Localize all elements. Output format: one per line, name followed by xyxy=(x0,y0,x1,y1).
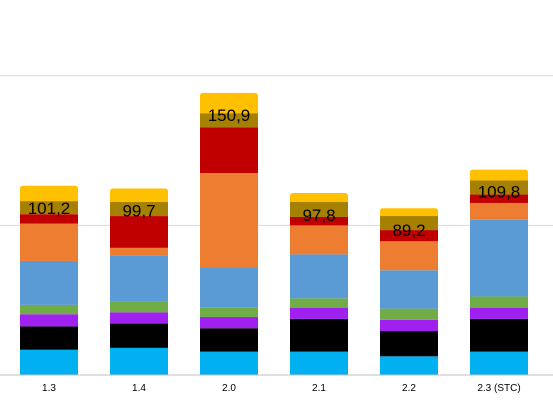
bar-segment-1-6 xyxy=(110,216,168,248)
bar-segment-4-0 xyxy=(380,356,438,375)
bar-stack-0 xyxy=(20,185,78,375)
x-tick-label-4: 2.2 xyxy=(402,383,416,394)
bar-segment-5-3 xyxy=(470,296,528,308)
bar-segment-3-3 xyxy=(290,298,348,308)
bar-segment-5-5 xyxy=(470,202,528,220)
bar-segment-2-5 xyxy=(200,173,258,268)
bar-segment-5-6 xyxy=(470,194,528,203)
x-tick-label-2: 2.0 xyxy=(222,383,236,394)
total-label-4: 89,2 xyxy=(392,221,425,240)
bar-segment-2-6 xyxy=(200,127,258,174)
bar-segment-2-2 xyxy=(200,317,258,329)
x-axis-tick-labels: 1.3 1.4 2.0 2.1 2.2 2.3 (STC) xyxy=(42,383,521,394)
bar-segment-1-4 xyxy=(110,255,168,302)
bar-segment-4-3 xyxy=(380,308,438,320)
bar-segment-4-6 xyxy=(380,230,438,242)
bar-segment-4-8 xyxy=(380,208,438,217)
bar-segment-5-1 xyxy=(470,318,528,352)
bar-segment-5-4 xyxy=(470,219,528,297)
bar-segment-3-5 xyxy=(290,225,348,255)
bar-segment-0-2 xyxy=(20,314,78,327)
bar-segment-1-3 xyxy=(110,301,168,313)
bar-segment-3-6 xyxy=(290,216,348,226)
bar-stack-4 xyxy=(380,208,438,375)
bar-segment-2-3 xyxy=(200,307,258,318)
bar-segment-3-4 xyxy=(290,254,348,299)
bar-segment-1-7 xyxy=(110,202,168,217)
x-tick-label-5: 2.3 (STC) xyxy=(477,383,520,394)
bar-segment-4-2 xyxy=(380,319,438,332)
total-labels: 101,2 99,7 150,9 97,8 89,2 109,8 xyxy=(28,106,521,240)
bar-segment-2-7 xyxy=(200,113,258,128)
bar-segment-5-8 xyxy=(470,169,528,181)
total-label-5: 109,8 xyxy=(478,183,521,202)
x-tick-label-1: 1.4 xyxy=(132,383,146,394)
bar-segment-2-1 xyxy=(200,328,258,352)
bar-segment-3-0 xyxy=(290,351,348,375)
bar-segment-5-0 xyxy=(470,351,528,375)
total-label-2: 150,9 xyxy=(208,106,251,125)
total-label-3: 97,8 xyxy=(302,206,335,225)
bar-stack-3 xyxy=(290,193,348,375)
bar-segment-2-4 xyxy=(200,267,258,308)
bar-segment-0-8 xyxy=(20,185,78,202)
bar-segment-0-7 xyxy=(20,201,78,215)
bar-segment-0-3 xyxy=(20,304,78,315)
bar-segment-1-1 xyxy=(110,323,168,348)
gridlines xyxy=(0,75,553,226)
bar-segment-0-0 xyxy=(20,349,78,375)
total-label-0: 101,2 xyxy=(28,199,71,218)
bar-stacks xyxy=(20,92,528,375)
bar-segment-0-5 xyxy=(20,223,78,261)
bar-segment-4-1 xyxy=(380,331,438,357)
bar-segment-3-8 xyxy=(290,193,348,203)
bar-segment-0-1 xyxy=(20,326,78,350)
bar-stack-5 xyxy=(470,169,528,375)
bar-segment-0-4 xyxy=(20,260,78,305)
bar-segment-5-7 xyxy=(470,180,528,195)
bar-segment-4-5 xyxy=(380,241,438,271)
bar-stack-1 xyxy=(110,188,168,375)
x-tick-label-0: 1.3 xyxy=(42,383,56,394)
bar-segment-1-5 xyxy=(110,247,168,256)
bar-segment-3-2 xyxy=(290,307,348,319)
x-tick-label-3: 2.1 xyxy=(312,383,326,394)
total-label-1: 99,7 xyxy=(122,202,155,221)
bar-segment-4-4 xyxy=(380,270,438,309)
bar-segment-2-0 xyxy=(200,351,258,375)
bar-segment-1-0 xyxy=(110,347,168,375)
bar-stack-2 xyxy=(200,92,258,375)
bar-segment-3-7 xyxy=(290,202,348,217)
bar-segment-1-8 xyxy=(110,188,168,203)
bar-segment-1-2 xyxy=(110,312,168,324)
bar-segment-4-7 xyxy=(380,216,438,231)
bar-segment-2-8 xyxy=(200,92,258,114)
bar-segment-5-2 xyxy=(470,307,528,319)
bar-segment-0-6 xyxy=(20,214,78,224)
bar-segment-3-1 xyxy=(290,318,348,352)
